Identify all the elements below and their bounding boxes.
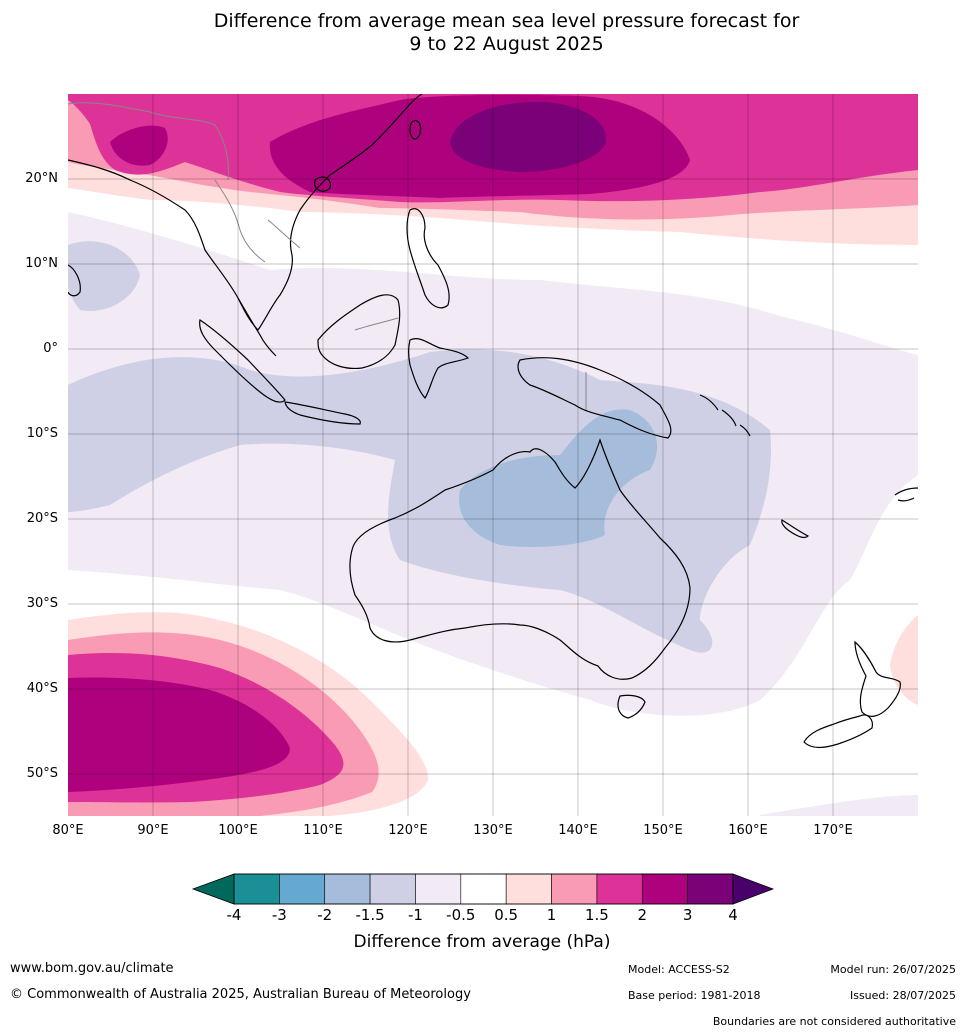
country-borders (68, 102, 587, 410)
title-line-1: Difference from average mean sea level p… (213, 10, 800, 32)
lat-label-10n: 10°N (25, 256, 58, 271)
lat-label-40s: 40°S (26, 681, 58, 696)
solomon-islands-coastline (699, 394, 751, 437)
model-text: Model: ACCESS-S2 (628, 963, 730, 976)
lon-label-170e: 170°E (813, 823, 853, 838)
new-guinea-coastline (517, 357, 672, 439)
anomaly-area-plus-3-north (450, 101, 607, 172)
sumatra-coastline (199, 319, 286, 403)
nz-south-island-coastline (803, 714, 873, 749)
colorbar-tick-label: -1 (407, 906, 423, 924)
hainan-coastline (314, 176, 331, 192)
lon-label-130e: 130°E (473, 823, 513, 838)
taiwan-coastline (409, 120, 422, 140)
lat-label-50s: 50°S (26, 766, 58, 781)
sulawesi-coastline (407, 338, 470, 400)
colorbar-tick-label: 0.5 (494, 906, 519, 924)
colorbar-tick-label: -1.5 (355, 906, 385, 924)
copyright-text: © Commonwealth of Australia 2025, Austra… (10, 987, 471, 1002)
lat-label-20s: 20°S (26, 511, 58, 526)
colorbar-label: Difference from average (hPa) (353, 932, 611, 952)
issued-text: Issued: 28/07/2025 (849, 989, 956, 1002)
model-run-text: Model run: 26/07/2025 (830, 963, 956, 976)
colorbar-tick-label: 1.5 (584, 906, 609, 924)
colorbar-tick-label: 1 (546, 906, 557, 924)
lat-label-30s: 30°S (26, 596, 58, 611)
title-line-2: 9 to 22 August 2025 (409, 33, 604, 55)
lon-label-80e: 80°E (52, 823, 84, 838)
anomaly-area-minus-1-indian (68, 241, 140, 311)
asia-mainland-coastline (68, 94, 423, 331)
lon-label-120e: 120°E (388, 823, 428, 838)
lon-label-90e: 90°E (137, 823, 169, 838)
anomaly-area-plus-2-southchina (110, 125, 168, 166)
lon-label-150e: 150°E (643, 823, 683, 838)
java-coastline (284, 401, 361, 425)
nz-north-island-coastline (854, 640, 901, 717)
anomaly-area-minus-0.5-pacific (760, 795, 918, 816)
lat-label-20n: 20°N (25, 171, 58, 186)
website-text: www.bom.gov.au/climate (10, 961, 174, 976)
lon-label-110e: 110°E (303, 823, 343, 838)
base-period-text: Base period: 1981-2018 (628, 989, 761, 1002)
anomaly-area-plus-2-south (68, 677, 290, 792)
fiji-coastline (894, 487, 918, 502)
australia-coastline (349, 438, 691, 680)
malay-peninsula-coastline (237, 297, 277, 357)
colorbar-tick-label: 4 (728, 906, 738, 924)
colorbar-tick-label: -0.5 (446, 906, 476, 924)
lat-label-10s: 10°S (26, 426, 58, 441)
tasmania-coastline (617, 694, 646, 719)
anomaly-area-minus-1.5 (459, 409, 658, 547)
colorbar-tick-label: -3 (271, 906, 287, 924)
colorbar-tick-label: 3 (682, 906, 693, 924)
anomaly-area-plus-0.5-newzealand (890, 615, 918, 705)
borneo-coastline (317, 294, 401, 370)
colorbar-tick-label: -2 (317, 906, 333, 924)
philippines-coastline (406, 208, 450, 309)
map-title: Difference from average mean sea level p… (0, 10, 965, 56)
lat-label-0: 0° (43, 341, 58, 356)
lon-label-140e: 140°E (558, 823, 598, 838)
sri-lanka-coastline (68, 264, 81, 297)
gridlines (68, 94, 918, 816)
pressure-anomaly-map (68, 94, 918, 816)
new-caledonia-coastline (781, 519, 810, 539)
colorbar-tick-label: 2 (637, 906, 648, 924)
disclaimer-text: Boundaries are not considered authoritat… (712, 1015, 956, 1028)
coastlines (68, 94, 918, 749)
lon-label-160e: 160°E (728, 823, 768, 838)
lon-label-100e: 100°E (218, 823, 258, 838)
colorbar-tick-label: -4 (226, 906, 242, 924)
